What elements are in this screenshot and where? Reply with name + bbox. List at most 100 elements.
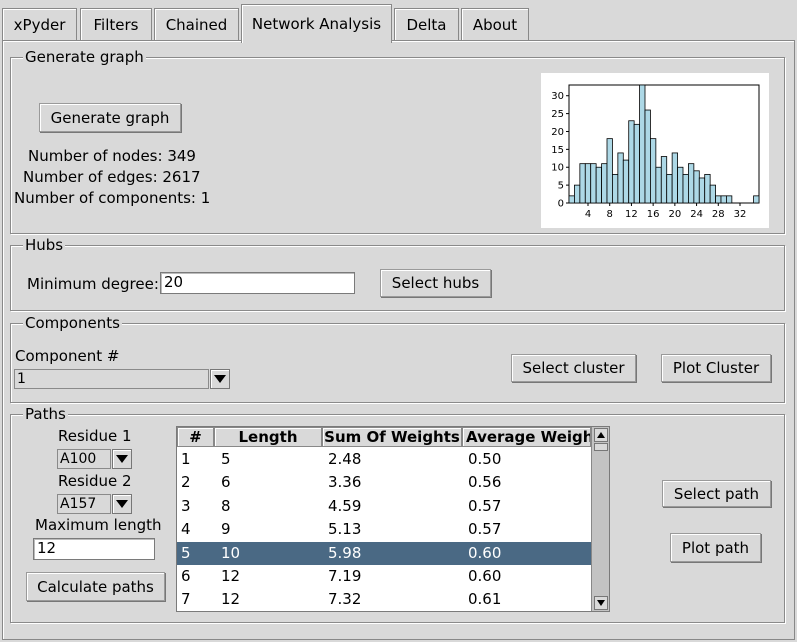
plot-cluster-button[interactable]: Plot Cluster <box>661 354 771 382</box>
scroll-down-button[interactable] <box>594 596 608 610</box>
network-analysis-pane <box>2 40 795 640</box>
x-tick-label: 4 <box>585 209 591 220</box>
paths-table[interactable]: # Length Sum Of Weights Average Weigh 1 5… <box>176 426 610 612</box>
minimum-degree-label: Minimum degree: <box>27 275 159 293</box>
table-row[interactable]: 4 9 5.13 0.57 <box>177 518 591 541</box>
generate-graph-group: Generate graph <box>10 48 785 234</box>
hubs-group: Hubs <box>10 236 785 311</box>
histogram-bar <box>698 177 706 204</box>
tab-network-analysis[interactable]: Network Analysis <box>241 4 392 43</box>
degree-histogram: 0 5 10 15 20 25 30 4 8 12 16 20 24 28 32 <box>551 84 760 220</box>
histogram-bar <box>720 195 727 204</box>
table-cell: 2 <box>181 473 191 492</box>
histogram-bar <box>682 173 689 204</box>
tab-about[interactable]: About <box>461 8 529 41</box>
histogram-bar <box>595 166 602 204</box>
components-legend: Components <box>23 314 122 332</box>
histogram-bar <box>568 195 575 204</box>
histogram-bar <box>606 138 613 204</box>
table-cell: 10 <box>221 543 241 562</box>
hubs-legend: Hubs <box>23 236 66 254</box>
column-header-sum-of-weights[interactable]: Sum Of Weights <box>322 427 462 447</box>
y-tick-label: 15 <box>551 145 564 156</box>
table-cell: 0.56 <box>468 473 502 492</box>
arrow-up-icon <box>597 432 605 438</box>
arrow-down-icon <box>597 600 605 606</box>
histogram-bar <box>633 123 640 204</box>
x-tick-label: 32 <box>734 209 747 220</box>
table-cell: 0.50 <box>468 450 502 468</box>
residue2-select[interactable]: A157 <box>57 494 111 514</box>
component-dropdown-button[interactable] <box>210 369 230 389</box>
table-cell: 7.32 <box>328 590 362 609</box>
y-tick-label: 20 <box>551 127 564 138</box>
histogram-bar <box>709 184 716 204</box>
tab-bar: xPyder Filters Chained Network Analysis … <box>0 0 797 43</box>
residue2-label: Residue 2 <box>58 472 132 490</box>
table-cell: 3 <box>181 496 191 515</box>
histogram-bar <box>644 109 651 204</box>
maximum-length-input[interactable]: 12 <box>33 538 155 560</box>
histogram-bar <box>677 166 684 204</box>
column-header-average-weight[interactable]: Average Weigh <box>462 427 591 447</box>
paths-table-header: # Length Sum Of Weights Average Weigh <box>177 427 591 447</box>
histogram-bar <box>612 173 619 204</box>
select-path-button[interactable]: Select path <box>662 480 771 507</box>
tab-filters[interactable]: Filters <box>80 8 152 41</box>
residue1-dropdown-button[interactable] <box>112 449 132 469</box>
plot-path-button[interactable]: Plot path <box>670 533 761 562</box>
histogram-bar <box>660 156 668 204</box>
table-cell: 6 <box>181 567 191 585</box>
column-header-length[interactable]: Length <box>214 427 322 447</box>
histogram-bar <box>628 120 635 204</box>
component-select[interactable]: 1 <box>14 369 209 389</box>
table-cell: 4 <box>181 520 191 539</box>
x-tick-label: 12 <box>625 209 638 220</box>
histogram-bar <box>715 195 722 204</box>
table-cell: 3.36 <box>328 473 362 492</box>
table-cell: 0.60 <box>468 567 502 585</box>
y-tick-label: 0 <box>558 199 564 210</box>
paths-table-scrollbar[interactable] <box>591 427 609 611</box>
residue1-select[interactable]: A100 <box>57 449 111 469</box>
table-cell: 5 <box>221 450 231 468</box>
histogram-bar <box>666 173 673 204</box>
table-row[interactable]: 6 12 7.19 0.60 <box>177 565 591 588</box>
histogram-bar <box>579 163 586 204</box>
table-row[interactable]: 5 10 5.98 0.60 <box>177 541 591 565</box>
maximum-length-label: Maximum length <box>35 516 162 534</box>
scroll-thumb[interactable] <box>594 443 608 451</box>
table-cell: 7 <box>181 590 191 609</box>
table-cell: 6 <box>221 473 231 492</box>
chevron-down-icon <box>214 375 226 383</box>
x-tick-label: 8 <box>607 209 613 220</box>
table-row[interactable]: 1 5 2.48 0.50 <box>177 448 591 471</box>
paths-legend: Paths <box>23 405 68 423</box>
tab-delta[interactable]: Delta <box>394 8 459 41</box>
table-cell: 5.13 <box>328 520 362 539</box>
histogram-bar <box>671 152 678 204</box>
select-cluster-button[interactable]: Select cluster <box>511 354 636 382</box>
x-tick-label: 16 <box>647 209 660 220</box>
table-cell: 1 <box>181 450 191 468</box>
table-row[interactable]: 2 6 3.36 0.56 <box>177 471 591 494</box>
component-number-label: Component # <box>15 347 120 365</box>
table-row[interactable]: 3 8 4.59 0.57 <box>177 495 591 518</box>
table-cell: 8 <box>221 496 231 515</box>
table-cell: 9 <box>221 520 231 539</box>
scroll-up-button[interactable] <box>594 428 608 442</box>
x-tick-label: 28 <box>712 209 725 220</box>
residue2-dropdown-button[interactable] <box>112 494 132 514</box>
column-header-index[interactable]: # <box>177 427 214 447</box>
calculate-paths-button[interactable]: Calculate paths <box>26 572 165 601</box>
tab-chained[interactable]: Chained <box>154 8 239 41</box>
number-of-components: Number of components: 1 <box>14 189 211 207</box>
degree-histogram-canvas: 0 5 10 15 20 25 30 4 8 12 16 20 24 28 32 <box>541 73 769 228</box>
generate-graph-button[interactable]: Generate graph <box>39 103 181 132</box>
table-cell: 12 <box>221 590 241 609</box>
select-hubs-button[interactable]: Select hubs <box>380 269 491 297</box>
table-cell: 0.61 <box>468 590 502 609</box>
tab-xpyder[interactable]: xPyder <box>2 8 77 41</box>
table-row[interactable]: 7 12 7.32 0.61 <box>177 588 591 611</box>
minimum-degree-input[interactable]: 20 <box>160 272 355 294</box>
